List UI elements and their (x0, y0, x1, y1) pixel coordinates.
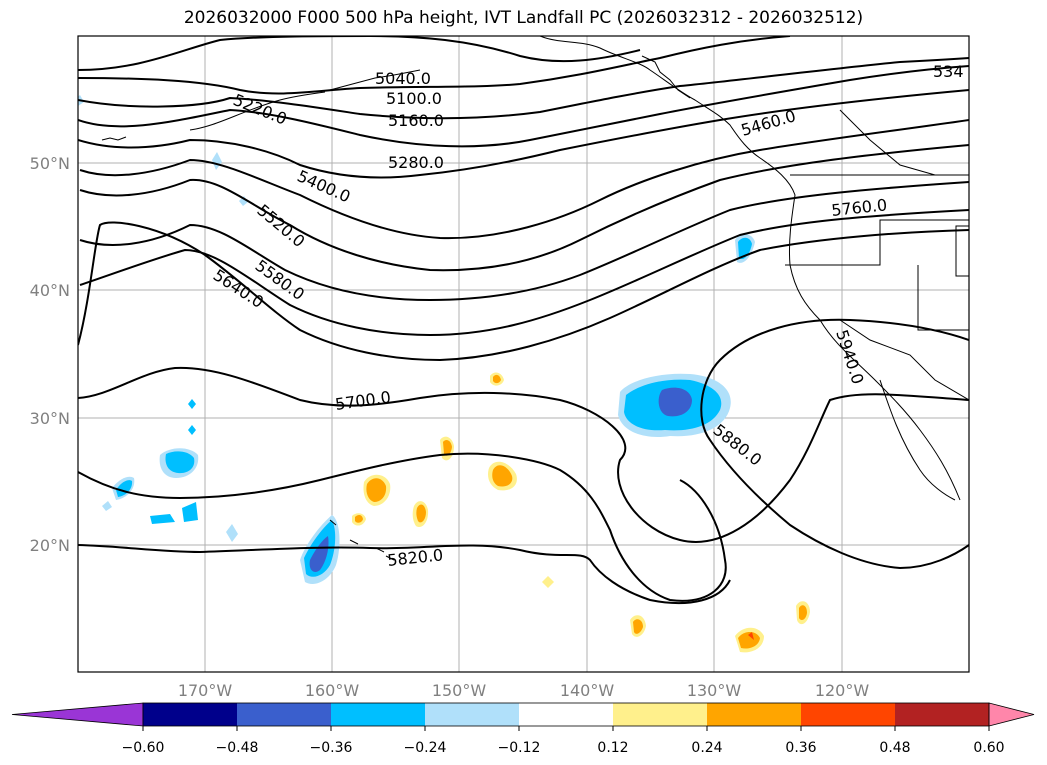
ivt-positive-blob (366, 478, 387, 502)
alaska-peninsula-line (329, 69, 421, 91)
lat-label-50n: 50°N (30, 154, 70, 173)
lon-label-120w: 120°W (815, 681, 870, 700)
contour-5280 (78, 89, 969, 179)
ivt-positive-blob (738, 632, 760, 649)
ivt-negative-blob (239, 196, 248, 206)
colorbar-segment (707, 703, 802, 726)
contour-5460 (79, 144, 969, 272)
colorbar-tick-label: 0.12 (597, 740, 628, 756)
colorbar-tick-label: −0.24 (404, 740, 447, 756)
colorbar-segment (895, 703, 990, 726)
ivt-positive-blob (355, 514, 363, 523)
contour-5220 (78, 65, 969, 148)
colorbar-extend-high (988, 702, 1035, 727)
ivt-negative-blob (188, 399, 196, 409)
colorbar-tick-label: −0.48 (216, 740, 259, 756)
colorbar-segment (801, 703, 896, 726)
ivt-positive-blob (416, 504, 426, 523)
colorbar-tick-label: −0.12 (498, 740, 541, 756)
ivt-negative-blob (102, 501, 112, 511)
baja-coast (879, 379, 956, 501)
ivt-negative-blob (182, 502, 198, 522)
ivt-positive-blob (799, 605, 807, 621)
aleutian-chain (189, 91, 326, 131)
state-border-3 (785, 219, 969, 266)
colorbar-segment (613, 703, 708, 726)
colorbar-tick-label: 0.60 (973, 740, 1004, 756)
colorbar-segment (143, 703, 238, 726)
lat-label-40n: 40°N (30, 281, 70, 300)
colorbar-segment (519, 703, 614, 726)
hawaiian-islands (329, 519, 395, 561)
lon-label-130w: 130°W (687, 681, 742, 700)
contour-label-5160: 5160.0 (388, 111, 444, 130)
ivt-negative-blob (116, 480, 133, 497)
lat-label-20n: 20°N (30, 536, 70, 555)
ivt-negative-blob (150, 514, 175, 524)
colorbar-frame (142, 702, 990, 727)
ivt-positive-blob (492, 465, 513, 487)
ivt-positive-blob (443, 439, 452, 456)
contour-5580 (79, 209, 969, 337)
ivt-negative-blob (188, 425, 196, 435)
colorbar-tick-label: −0.60 (122, 740, 165, 756)
lon-label-150w: 150°W (432, 681, 487, 700)
se-alaska-islands (641, 55, 691, 99)
ivt-positive-blob (633, 619, 643, 634)
contour-5400 (79, 119, 969, 240)
coastlines (101, 36, 969, 561)
contour-5520 (79, 181, 969, 302)
western-aleutians (101, 136, 127, 141)
map-title: 2026032000 F000 500 hPa height, IVT Land… (183, 8, 864, 28)
contour-5100 (78, 36, 791, 95)
nevada-box (955, 225, 969, 277)
lon-label-170w: 170°W (178, 681, 233, 700)
colorbar-segment (425, 703, 520, 726)
map-frame (77, 35, 970, 673)
lon-label-140w: 140°W (560, 681, 615, 700)
west-coast-line (539, 36, 961, 501)
longitude-labels: 170°W 160°W 150°W 140°W 130°W 120°W (178, 681, 870, 700)
lat-label-30n: 30°N (30, 409, 70, 428)
colorbar-segment (237, 703, 332, 726)
contour-5820 (78, 452, 727, 602)
lon-label-160w: 160°W (305, 681, 360, 700)
colorbar-extend-low (11, 702, 144, 727)
ivt-negative-blob (309, 536, 329, 572)
colorbar-tick-label: 0.36 (785, 740, 816, 756)
mexico-border (839, 319, 969, 401)
latitude-labels: 50°N 40°N 30°N 20°N (30, 154, 70, 555)
contour-label-5280: 5280.0 (388, 153, 444, 172)
contour-label-534: 534 (933, 62, 964, 81)
colorbar-segment (331, 703, 426, 726)
contour-label-5100: 5100.0 (386, 89, 442, 108)
contour-5820b (78, 544, 731, 604)
ivt-negative-blob (738, 237, 752, 260)
contour-5700 (78, 366, 969, 543)
ivt-positive-blob (542, 576, 554, 588)
contour-label-5040: 5040.0 (375, 69, 431, 88)
contour-5160 (78, 57, 969, 120)
map-area (78, 36, 969, 672)
colorbar-tick-label: 0.48 (879, 740, 910, 756)
ivt-negative-blob (212, 152, 222, 170)
contour-5880 (700, 318, 969, 570)
colorbar-tick-label: 0.24 (691, 740, 722, 756)
colorbar: −0.60 −0.48 −0.36 −0.24 −0.12 0.12 0.24 0.36 0.4… (11, 702, 1035, 756)
gridlines (78, 36, 969, 672)
ivt-positive-blob (748, 632, 754, 640)
ivt-negative-blob (165, 451, 195, 474)
state-border-4 (917, 265, 969, 331)
ivt-negative-blob (226, 524, 238, 542)
ivt-negative-blob (658, 387, 692, 417)
contour-5640 (78, 221, 969, 362)
ivt-positive-blob (493, 374, 501, 384)
colorbar-tick-label: −0.36 (310, 740, 353, 756)
